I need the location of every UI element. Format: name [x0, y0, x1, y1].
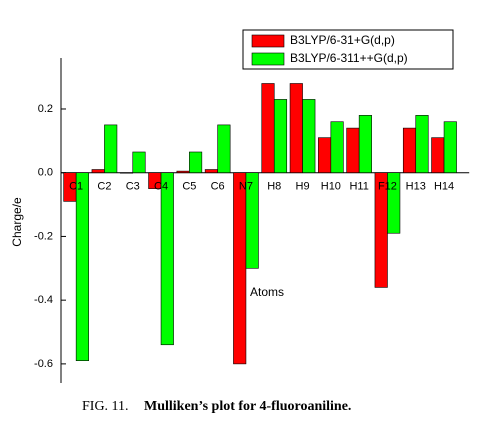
- bar: [204, 169, 218, 174]
- bar: [261, 83, 275, 174]
- x-tick-label: C1: [69, 181, 83, 193]
- x-tick-label: H9: [296, 181, 310, 193]
- x-tick-label: H8: [267, 181, 281, 193]
- x-tick-label: C2: [97, 181, 111, 193]
- bar: [245, 172, 259, 269]
- legend-label: B3LYP/6-311++G(d,p): [290, 51, 408, 65]
- bar: [346, 127, 360, 174]
- bar: [431, 137, 445, 174]
- caption-label: FIG. 11.: [82, 399, 129, 414]
- x-tick-label: C3: [126, 181, 140, 193]
- x-axis-label: Atoms: [250, 285, 284, 299]
- bar: [132, 151, 146, 174]
- bar: [330, 121, 344, 174]
- x-tick-label: H10: [321, 181, 341, 193]
- bar: [91, 169, 105, 174]
- x-tick-label: C4: [154, 181, 168, 193]
- legend-label: B3LYP/6-31+G(d,p): [290, 33, 395, 47]
- y-axis-label: Charge/e: [10, 197, 24, 247]
- bar: [217, 124, 231, 174]
- bar: [415, 115, 429, 174]
- x-tick-label: H14: [434, 181, 454, 193]
- y-tick-label: -0.2: [34, 230, 53, 242]
- bar: [160, 172, 174, 346]
- bar: [358, 115, 372, 174]
- bar: [443, 121, 457, 174]
- y-tick-label: 0.0: [38, 167, 53, 179]
- bar: [119, 172, 134, 174]
- bar: [104, 124, 118, 174]
- bar: [233, 172, 247, 365]
- bar: [289, 83, 303, 174]
- x-tick-label: N7: [239, 181, 253, 193]
- x-tick-label: F12: [378, 181, 397, 193]
- bar: [75, 172, 89, 361]
- y-tick-label: -0.6: [34, 358, 53, 370]
- bar: [402, 127, 417, 174]
- bar: [189, 151, 203, 174]
- caption: Mulliken’s plot for 4-fluoroaniline.: [144, 399, 351, 414]
- x-tick-label: C5: [182, 181, 196, 193]
- y-tick-label: -0.4: [34, 294, 53, 306]
- bar: [318, 137, 332, 174]
- bar: [302, 99, 316, 174]
- legend-swatch: [251, 34, 285, 48]
- bar: [273, 99, 288, 174]
- x-tick-label: H11: [349, 181, 368, 193]
- legend-swatch: [251, 52, 285, 66]
- x-tick-label: H13: [406, 181, 426, 193]
- x-tick-label: C6: [211, 181, 225, 193]
- y-tick-label: 0.2: [38, 103, 53, 115]
- bar: [387, 172, 401, 234]
- bar: [176, 170, 190, 174]
